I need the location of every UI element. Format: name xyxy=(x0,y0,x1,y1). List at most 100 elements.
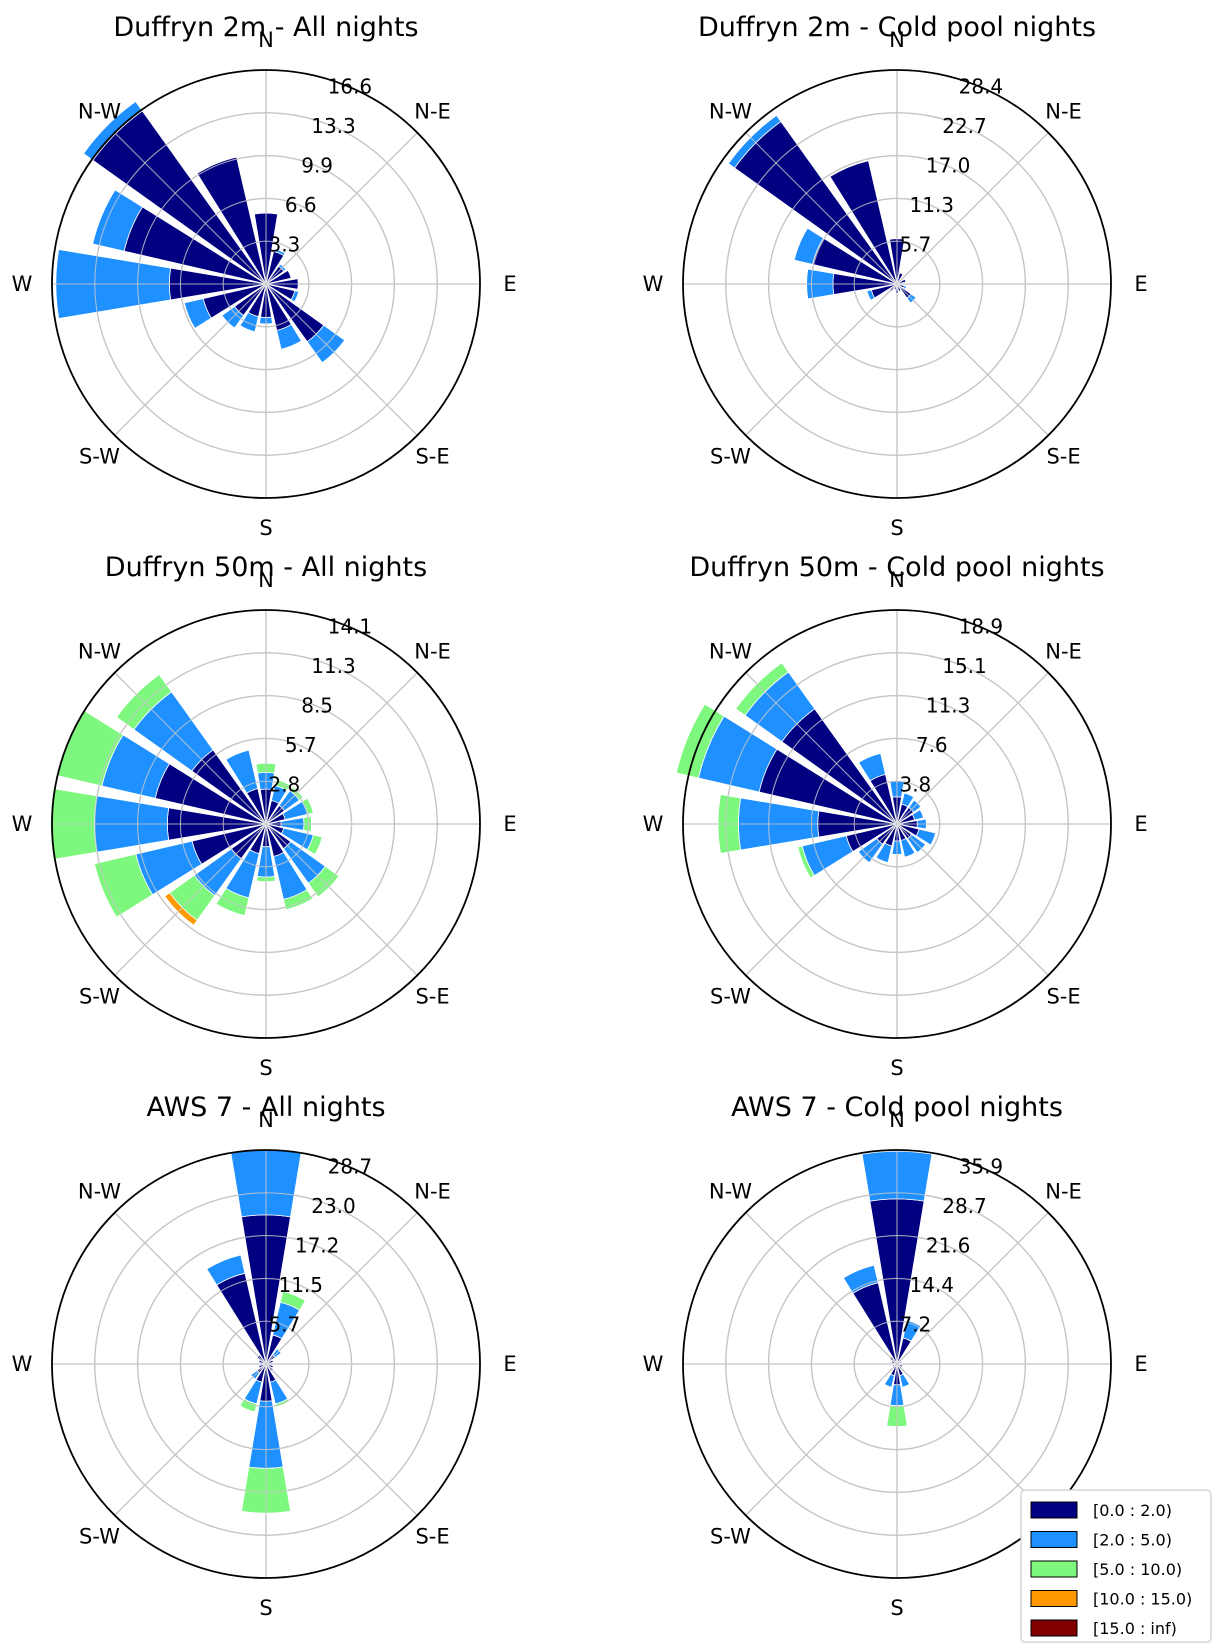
windrose-panel: AWS 7 - All nights 5.7 11.5 17.2 23.0 28.7 E N-… xyxy=(12,1092,517,1620)
direction-label: N xyxy=(889,568,905,592)
wind-sector-bar xyxy=(915,828,937,846)
legend-swatch xyxy=(1030,1531,1078,1548)
ring-tick-label: 18.9 xyxy=(959,614,1004,638)
direction-label: S-W xyxy=(710,1525,751,1549)
grid-spoke-overlay xyxy=(265,1212,418,1365)
outer-circle xyxy=(682,609,1112,1039)
wind-sector-bar xyxy=(82,100,143,161)
ring-tick-label: 15.1 xyxy=(942,654,987,678)
panel-title: Duffryn 2m - Cold pool nights xyxy=(698,12,1096,43)
ring-tick-label: 8.5 xyxy=(301,693,333,717)
direction-label: S xyxy=(890,1056,903,1080)
wind-sector-bar xyxy=(206,1254,246,1286)
wind-sector-bar xyxy=(896,278,907,285)
grid-spoke-overlay xyxy=(896,823,1049,976)
windrose-panel: Duffryn 2m - Cold pool nights 5.7 11.3 17.0… xyxy=(643,12,1148,540)
direction-label: N xyxy=(258,1108,274,1132)
direction-label: N-E xyxy=(414,1179,451,1203)
wind-sector-bar xyxy=(858,752,886,782)
outer-circle xyxy=(51,1149,481,1579)
grid-spoke-overlay xyxy=(114,132,267,285)
direction-label: N xyxy=(258,568,274,592)
ring-tick-label: 6.6 xyxy=(285,193,317,217)
direction-label: N-E xyxy=(1045,1179,1082,1203)
panel-title: Duffryn 50m - Cold pool nights xyxy=(689,552,1104,583)
ring-tick-label: 5.7 xyxy=(899,232,931,256)
panel-title: Duffryn 2m - All nights xyxy=(113,12,418,43)
direction-label: S xyxy=(890,516,903,540)
wind-sector-bar xyxy=(239,1398,258,1413)
wind-sector-bar xyxy=(196,156,267,285)
wind-sector-bar xyxy=(92,189,143,252)
legend-label: [5.0 : 10.0) xyxy=(1093,1560,1182,1579)
ring-tick-label: 3.8 xyxy=(899,772,931,796)
wind-sector-bar xyxy=(899,1373,911,1388)
wind-sector-bar xyxy=(902,285,908,290)
direction-label: N-E xyxy=(1045,99,1082,123)
grid-spoke-overlay xyxy=(114,1363,267,1516)
wind-sector-bar xyxy=(290,290,300,303)
grid-spoke-overlay xyxy=(114,672,267,825)
grid-spoke-overlay xyxy=(896,283,1049,436)
direction-label: S-E xyxy=(415,985,449,1009)
direction-label: S-E xyxy=(1046,985,1080,1009)
legend-label: [0.0 : 2.0) xyxy=(1093,1501,1172,1520)
legend-swatch xyxy=(1030,1560,1078,1578)
direction-label: E xyxy=(503,272,516,296)
direction-label: E xyxy=(1134,812,1147,836)
outer-circle xyxy=(51,609,481,1039)
direction-label: S-E xyxy=(1046,445,1080,469)
windrose-panel: AWS 7 - Cold pool nights 7.2 14.4 21.6 28.7 3… xyxy=(643,1092,1148,1620)
ring-tick-label: 5.7 xyxy=(285,733,317,757)
wind-sector-bar xyxy=(239,311,259,333)
ring-tick-label: 17.2 xyxy=(295,1233,340,1257)
direction-label: N-W xyxy=(709,1179,752,1203)
direction-label: N-W xyxy=(709,639,752,663)
direction-label: S-W xyxy=(710,445,751,469)
grid-spoke-overlay xyxy=(265,1363,418,1516)
direction-label: N xyxy=(889,28,905,52)
panel-title: AWS 7 - Cold pool nights xyxy=(731,1092,1063,1123)
wind-sector-bar xyxy=(265,269,292,285)
direction-label: N-E xyxy=(414,639,451,663)
wind-sector-bar xyxy=(306,834,323,856)
panel-title: Duffryn 50m - All nights xyxy=(105,552,427,583)
ring-tick-label: 11.3 xyxy=(909,193,954,217)
direction-label: S xyxy=(890,1596,903,1620)
direction-label: S xyxy=(259,516,272,540)
ring-tick-label: 7.2 xyxy=(899,1312,931,1336)
wind-sector-bar xyxy=(274,779,291,792)
wind-sector-bar xyxy=(896,283,902,292)
grid-spoke-overlay xyxy=(745,1212,898,1365)
direction-label: S-E xyxy=(415,1525,449,1549)
ring-tick-label: 11.5 xyxy=(278,1273,323,1297)
wind-sector-bar xyxy=(258,1363,267,1369)
windrose-panel: Duffryn 50m - All nights 2.8 5.7 8.5 11.3 14.… xyxy=(12,552,517,1080)
ring-tick-label: 9.9 xyxy=(301,153,333,177)
wind-sector-bar xyxy=(183,298,212,329)
ring-tick-label: 7.6 xyxy=(916,733,948,757)
grid-spoke-overlay xyxy=(265,283,418,436)
legend-label: [2.0 : 5.0) xyxy=(1093,1531,1172,1550)
wind-sector-bar xyxy=(842,1264,879,1294)
ring-tick-label: 13.3 xyxy=(311,114,356,138)
legend-swatch xyxy=(1030,1501,1078,1519)
panel-title: AWS 7 - All nights xyxy=(146,1092,385,1123)
direction-label: N-E xyxy=(414,99,451,123)
ring-tick-label: 35.9 xyxy=(959,1154,1004,1178)
ring-tick-label: 3.3 xyxy=(268,232,300,256)
ring-tick-label: 5.7 xyxy=(268,1312,300,1336)
grid-spoke-overlay xyxy=(896,672,1049,825)
grid-spoke-overlay xyxy=(896,1212,1049,1365)
legend-label: [10.0 : 15.0) xyxy=(1093,1590,1192,1609)
direction-label: W xyxy=(12,1352,33,1376)
ring-tick-label: 21.6 xyxy=(926,1233,971,1257)
direction-label: N-W xyxy=(78,639,121,663)
ring-tick-label: 28.7 xyxy=(942,1194,987,1218)
grid-spoke-overlay xyxy=(265,132,418,285)
wind-sector-bar xyxy=(875,842,893,864)
direction-label: E xyxy=(1134,272,1147,296)
direction-label: S-W xyxy=(79,445,120,469)
direction-label: W xyxy=(12,812,33,836)
